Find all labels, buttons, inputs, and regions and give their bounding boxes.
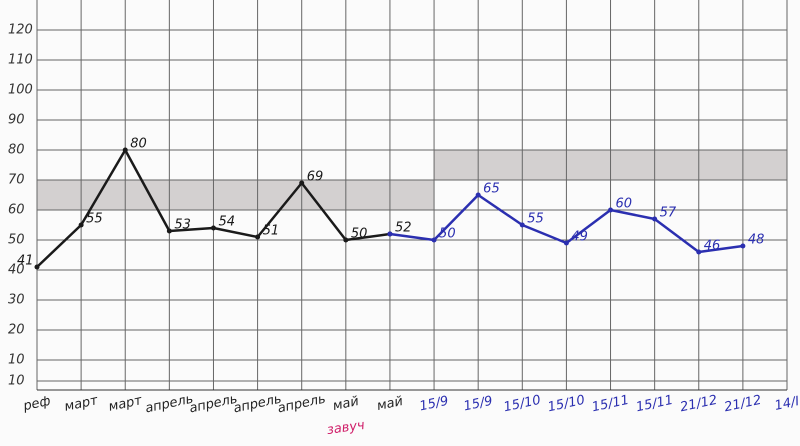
point — [696, 249, 702, 255]
y-tick-label: 40 — [8, 263, 25, 278]
value-label: 46 — [704, 239, 721, 254]
y-tick-label: 60 — [8, 203, 25, 218]
x-tick-label: май — [376, 394, 405, 414]
point — [166, 228, 172, 234]
x-tick-label: май — [331, 394, 360, 414]
x-tick-label: март — [107, 393, 143, 415]
value-label: 65 — [483, 182, 500, 197]
value-label: 55 — [86, 212, 103, 227]
y-tick-label: 80 — [8, 143, 25, 158]
value-label: 55 — [527, 212, 544, 227]
x-tick-label: 14/I — [773, 394, 800, 414]
value-label: 50 — [351, 227, 368, 242]
value-label: 51 — [263, 224, 280, 239]
point — [608, 207, 614, 213]
value-label: 53 — [174, 218, 191, 233]
value-label: 57 — [660, 206, 677, 221]
value-label: 80 — [130, 137, 147, 152]
point — [740, 243, 746, 249]
x-tick-label: 15/9 — [418, 394, 450, 415]
x-tick-label: март — [63, 393, 99, 415]
point — [475, 192, 481, 198]
y-tick-label: 70 — [8, 173, 25, 188]
point — [299, 180, 305, 186]
value-label: 54 — [218, 215, 235, 230]
point — [652, 216, 658, 222]
y-tick-label: 90 — [8, 113, 25, 128]
point — [210, 225, 216, 231]
point — [563, 240, 569, 246]
point — [431, 237, 437, 243]
shaded-band — [37, 180, 435, 210]
y-tick-label: 30 — [8, 293, 25, 308]
value-label: 69 — [307, 170, 324, 185]
y-tick-label: 120 — [8, 23, 33, 38]
y-tick-label: 100 — [8, 83, 33, 98]
value-label: 60 — [616, 197, 633, 212]
y-tick-label: 10 — [8, 374, 25, 389]
value-label: 52 — [395, 221, 412, 236]
annotation: завуч — [326, 418, 366, 438]
point — [387, 231, 393, 237]
value-label: 48 — [748, 233, 765, 248]
point — [519, 222, 525, 228]
y-tick-label: 20 — [8, 323, 25, 338]
y-tick-label: 10 — [8, 353, 25, 368]
point — [255, 234, 261, 240]
value-label: 49 — [571, 230, 588, 245]
point — [34, 264, 40, 270]
point — [78, 222, 84, 228]
value-label: 50 — [439, 227, 456, 242]
x-tick-label: 15/9 — [462, 394, 494, 415]
y-tick-label: 50 — [8, 233, 25, 248]
point — [343, 237, 349, 243]
value-label: 41 — [17, 254, 34, 269]
y-tick-label: 110 — [8, 53, 33, 68]
point — [122, 147, 128, 153]
x-tick-label: реф — [21, 394, 52, 415]
